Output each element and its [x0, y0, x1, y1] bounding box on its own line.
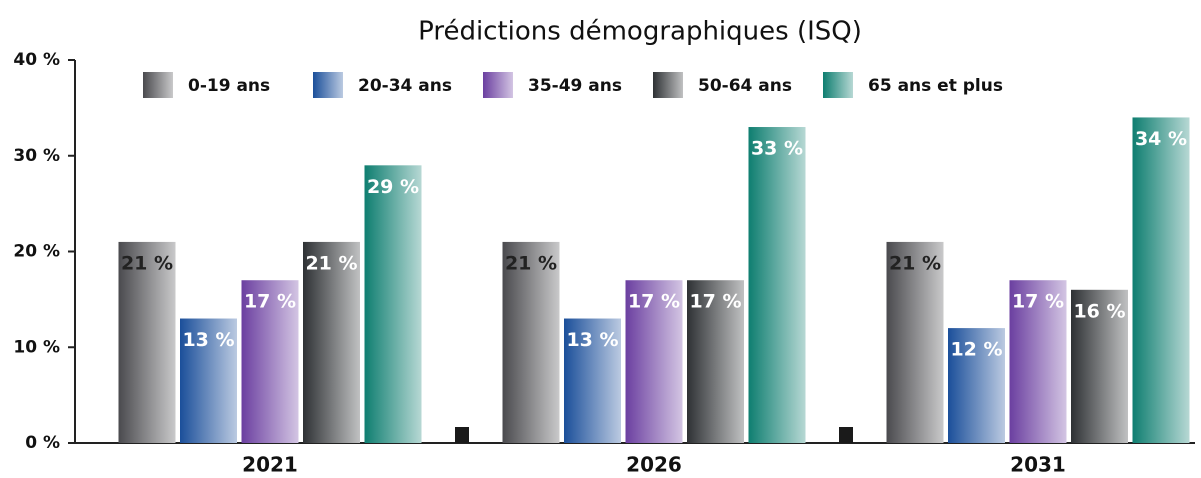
value-label: 17 %	[244, 291, 296, 313]
bar	[625, 280, 683, 443]
legend-swatch	[483, 72, 513, 98]
legend-swatch	[313, 72, 343, 98]
bar	[118, 241, 176, 443]
bar	[364, 165, 422, 443]
value-label: 21 %	[305, 252, 357, 274]
y-tick-label: 10 %	[13, 337, 60, 357]
bar	[748, 127, 806, 444]
value-label: 29 %	[367, 176, 419, 198]
bar	[1071, 289, 1128, 443]
value-label: 33 %	[751, 138, 803, 160]
separator	[455, 427, 469, 443]
legend-swatch	[143, 72, 173, 98]
y-tick-label: 20 %	[13, 242, 60, 262]
legend-label: 35-49 ans	[528, 76, 622, 96]
value-label: 12 %	[950, 339, 1002, 361]
legend-label: 50-64 ans	[698, 76, 792, 96]
bar	[1009, 280, 1067, 443]
bar	[1132, 117, 1190, 443]
x-tick-label: 2021	[242, 453, 298, 477]
legend-swatch	[653, 72, 683, 98]
bar	[502, 241, 560, 443]
bar	[241, 280, 299, 443]
separator	[839, 427, 853, 443]
bar	[564, 318, 621, 443]
legend-swatch	[823, 72, 853, 98]
bar	[687, 280, 744, 443]
bar	[948, 328, 1005, 443]
value-label: 17 %	[689, 291, 741, 313]
chart-title: Prédictions démographiques (ISQ)	[418, 17, 862, 47]
x-tick-label: 2026	[626, 453, 682, 477]
value-label: 21 %	[121, 252, 173, 274]
y-tick-label: 40 %	[13, 50, 60, 70]
legend-label: 0-19 ans	[188, 76, 270, 96]
value-label: 21 %	[505, 252, 557, 274]
value-label: 17 %	[628, 291, 680, 313]
value-label: 13 %	[182, 329, 234, 351]
bar	[180, 318, 237, 443]
value-label: 13 %	[566, 329, 618, 351]
legend-label: 20-34 ans	[358, 76, 452, 96]
value-label: 34 %	[1135, 128, 1187, 150]
value-label: 21 %	[889, 252, 941, 274]
bar	[303, 241, 360, 443]
y-tick-label: 0 %	[25, 433, 60, 453]
x-tick-label: 2031	[1010, 453, 1066, 477]
y-tick-label: 30 %	[13, 146, 60, 166]
bar	[886, 241, 944, 443]
value-label: 17 %	[1012, 291, 1064, 313]
value-label: 16 %	[1073, 300, 1125, 322]
legend-label: 65 ans et plus	[868, 76, 1003, 96]
